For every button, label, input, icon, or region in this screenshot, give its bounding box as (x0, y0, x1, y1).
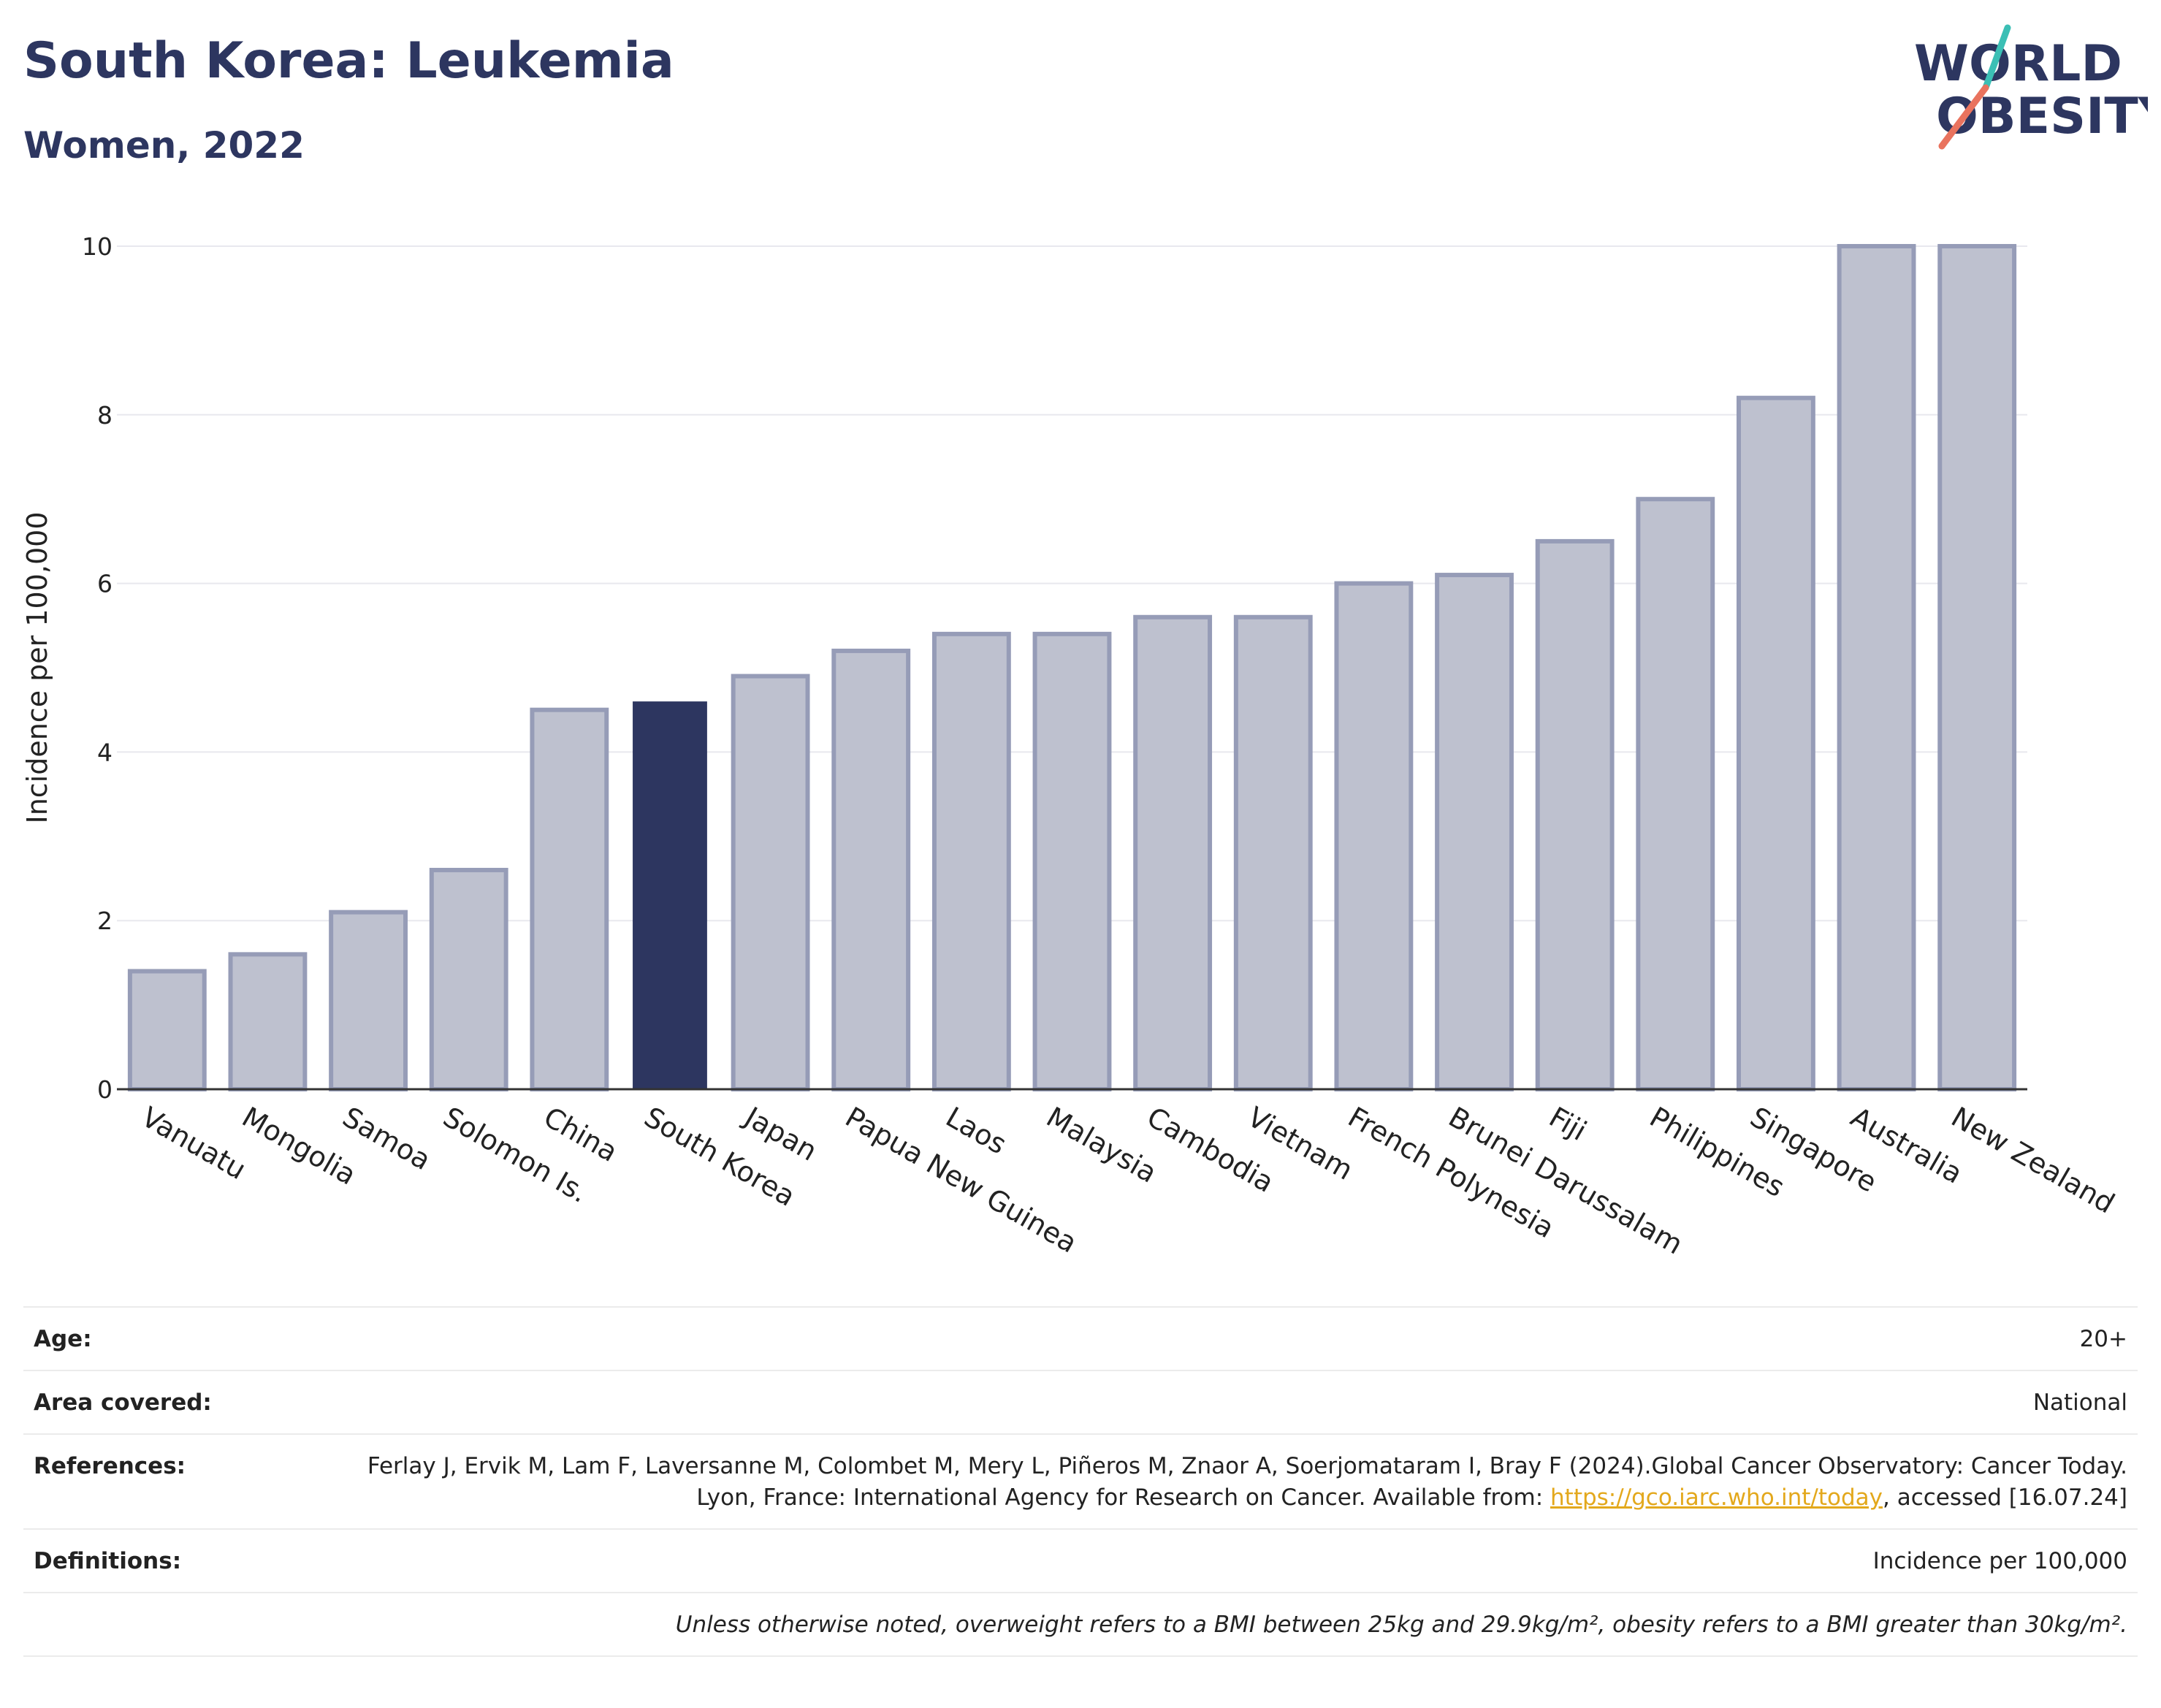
bar-malaysia[interactable]: Malaysia: 5.4 (1032, 631, 1112, 1091)
bar-philippines[interactable]: Philippines: 7 (1636, 497, 1715, 1091)
references-label: References: (34, 1453, 186, 1479)
row-age: Age: 20+ (23, 1308, 2138, 1371)
bar-cambodia[interactable]: Cambodia: 5.6 (1133, 614, 1213, 1091)
references-link[interactable]: https://gco.iarc.who.int/today (1550, 1484, 1883, 1511)
y-tick-label: 4 (97, 738, 113, 766)
references-text: Ferlay J, Ervik M, Lam F, Laversanne M, … (367, 1453, 2127, 1511)
row-note: Unless otherwise noted, overweight refer… (23, 1593, 2138, 1657)
info-table: Age: 20+ Area covered: National Referenc… (23, 1306, 2138, 1657)
logo-slash-teal (1982, 24, 2011, 91)
world-obesity-logo: WORLD OBESITY (1914, 24, 2148, 150)
bar-australia[interactable]: Australia: 10 (1837, 244, 1916, 1091)
references-accessed: , accessed [16.07.24] (1882, 1484, 2127, 1511)
y-tick-label: 0 (97, 1075, 113, 1104)
chart-title: South Korea: Leukemia (23, 32, 674, 90)
bar-laos[interactable]: Laos: 5.4 (931, 631, 1011, 1091)
age-value: 20+ (2079, 1326, 2127, 1352)
age-label: Age: (34, 1326, 92, 1352)
x-tick-label: Mongolia (237, 1101, 362, 1192)
bar-vietnam[interactable]: Vietnam: 5.6 (1233, 614, 1313, 1091)
bar-vanuatu[interactable]: Vanuatu: 1.4 (127, 969, 207, 1091)
bar-samoa[interactable]: Samoa: 2.1 (329, 910, 408, 1092)
definitions-label: Definitions: (34, 1548, 182, 1574)
row-definitions: Definitions: Incidence per 100,000 (23, 1530, 2138, 1593)
logo-slash-coral (1938, 84, 1989, 150)
x-tick-label: Vanuatu (136, 1101, 251, 1186)
logo-word-obesity: OBESITY (1936, 88, 2148, 145)
bar-japan[interactable]: Japan: 4.9 (731, 674, 810, 1091)
bar-papua-new-guinea[interactable]: Papua New Guinea: 5.2 (831, 648, 911, 1091)
definitions-value: Incidence per 100,000 (1872, 1548, 2127, 1574)
chart-subtitle: Women, 2022 (23, 124, 305, 167)
logo-word-world: WORLD (1914, 35, 2122, 93)
y-axis-title: Incidence per 100,000 (21, 511, 53, 823)
area-label: Area covered: (34, 1389, 212, 1416)
bar-south-korea[interactable]: South Korea: 4.6 (633, 701, 707, 1089)
bar-solomon-is[interactable]: Solomon Is.: 2.6 (429, 867, 508, 1091)
row-references: References: Ferlay J, Ervik M, Lam F, La… (23, 1435, 2138, 1530)
bar-brunei-darussalam[interactable]: Brunei Darussalam: 6.1 (1435, 573, 1514, 1091)
area-value: National (2032, 1389, 2127, 1416)
x-tick-label: Fiji (1544, 1101, 1592, 1147)
row-area: Area covered: National (23, 1371, 2138, 1435)
x-tick-label: Laos (940, 1101, 1012, 1161)
bar-china[interactable]: China: 4.5 (530, 707, 609, 1091)
bar-mongolia[interactable]: Mongolia: 1.6 (228, 952, 308, 1091)
bar-singapore[interactable]: Singapore: 8.2 (1736, 395, 1815, 1091)
y-tick-label: 6 (97, 570, 113, 598)
y-tick-label: 2 (97, 907, 113, 935)
x-tick-label: Malaysia (1041, 1101, 1162, 1189)
references-value: Ferlay J, Ervik M, Lam F, Laversanne M, … (316, 1451, 2127, 1514)
bar-fiji[interactable]: Fiji: 6.5 (1535, 538, 1615, 1091)
bmi-note: Unless otherwise noted, overweight refer… (675, 1612, 2127, 1638)
bar-new-zealand[interactable]: New Zealand: 10 (1937, 244, 2017, 1091)
bar-chart: 0 2 4 6 8 10 Vanuatu: 1.4 Vanuatu Mongolia: 1.6 M… (21, 232, 2120, 1261)
bar-french-polynesia[interactable]: French Polynesia: 6 (1334, 581, 1414, 1091)
y-tick-label: 8 (97, 401, 113, 430)
x-tick-label: New Zealand (1946, 1101, 2120, 1220)
y-tick-label: 10 (82, 232, 113, 261)
